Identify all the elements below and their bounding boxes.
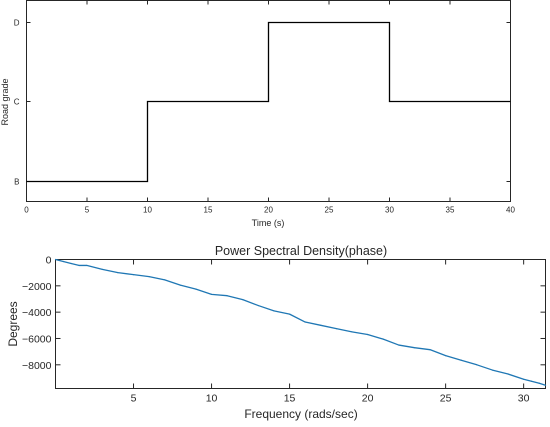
phase-data-point xyxy=(195,288,197,290)
bottom-y-tick-label: −8000 xyxy=(22,360,52,372)
phase-data-point xyxy=(351,331,353,333)
phase-data-point xyxy=(507,373,509,375)
top-x-axis-label: Time (s) xyxy=(252,218,285,228)
phase-data-point xyxy=(62,260,64,263)
top-x-tick-label: 20 xyxy=(264,206,273,215)
bottom-series-group xyxy=(54,258,547,386)
top-x-tick-label: 0 xyxy=(24,206,29,215)
phase-data-point xyxy=(413,347,416,349)
top-x-tick-label: 25 xyxy=(325,206,334,215)
phase-data-point xyxy=(148,276,150,278)
bottom-x-tick-label: 20 xyxy=(362,393,374,405)
phase-data-point xyxy=(54,258,57,261)
top-x-tick-label: 10 xyxy=(143,206,152,215)
phase-data-point xyxy=(530,380,533,382)
road-grade-line xyxy=(26,21,511,183)
bottom-y-tick-label: −6000 xyxy=(22,333,52,345)
phase-data-point xyxy=(86,264,88,267)
bottom-x-axis-label: Frequency (rads/sec) xyxy=(244,407,357,421)
top-y-axis-label: Road grade xyxy=(0,78,10,125)
phase-data-point xyxy=(538,382,540,384)
top-x-tick-label: 35 xyxy=(446,206,455,215)
phase-data-point xyxy=(544,384,547,386)
bottom-chart-title: Power Spectral Density(phase) xyxy=(215,244,387,258)
phase-data-point xyxy=(273,310,275,312)
phase-data-point xyxy=(523,378,525,380)
phase-data-point xyxy=(460,359,462,361)
phase-data-point xyxy=(132,274,135,276)
phase-data-point xyxy=(382,338,384,340)
top-y-tick-label: B xyxy=(14,178,19,187)
phase-data-point xyxy=(179,284,181,286)
bottom-y-axis: 0 −2000 −4000 −6000 −8000 xyxy=(22,255,546,372)
top-x-tick-label: 15 xyxy=(204,206,213,215)
top-y-tick-label: D xyxy=(14,19,20,28)
bottom-y-axis-label: Degrees xyxy=(6,301,20,346)
top-x-tick-label: 5 xyxy=(85,206,90,215)
phase-data-point xyxy=(70,262,72,265)
phase-data-point xyxy=(117,272,119,274)
phase-data-point xyxy=(288,313,291,315)
phase-data-point xyxy=(101,268,103,270)
phase-data-point xyxy=(335,328,337,330)
top-y-tick-label: C xyxy=(14,98,20,107)
phase-data-point xyxy=(226,295,228,297)
bottom-x-tick-label: 5 xyxy=(131,393,137,405)
phase-data-point xyxy=(429,349,431,351)
phase-data-point xyxy=(304,321,306,323)
phase-data-point xyxy=(164,279,166,281)
phase-series-line xyxy=(55,258,546,386)
phase-data-point xyxy=(491,369,494,371)
top-x-tick-label: 30 xyxy=(385,206,394,215)
phase-data-point xyxy=(398,344,400,346)
phase-data-point xyxy=(242,299,244,301)
bottom-y-tick-label: −2000 xyxy=(22,281,52,293)
bottom-plot-area xyxy=(55,259,546,389)
bottom-x-axis: 5 10 15 20 25 30 xyxy=(131,259,530,405)
phase-data-point xyxy=(476,364,478,366)
top-x-tick-label: 40 xyxy=(506,206,515,215)
phase-data-point xyxy=(210,293,213,295)
bottom-y-tick-label: −4000 xyxy=(22,307,52,319)
top-series-group xyxy=(26,21,511,183)
psd-phase-chart: Power Spectral Density(phase) 5 10 15 20 25 3… xyxy=(6,244,547,421)
bottom-x-tick-label: 10 xyxy=(206,393,218,405)
phase-data-point xyxy=(320,324,322,326)
bottom-y-tick-label: 0 xyxy=(46,255,52,267)
bottom-x-tick-label: 15 xyxy=(284,393,296,405)
road-grade-chart: 0 5 10 15 20 25 30 35 40 B C D Time (s) Road grade xyxy=(0,0,515,228)
phase-data-point xyxy=(445,354,447,357)
bottom-x-tick-label: 25 xyxy=(440,393,452,405)
phase-data-point xyxy=(78,264,80,267)
phase-data-point xyxy=(367,333,369,336)
phase-data-point xyxy=(257,304,259,307)
top-x-axis: 0 5 10 15 20 25 30 35 40 xyxy=(24,0,515,215)
bottom-x-tick-label: 30 xyxy=(518,393,530,405)
